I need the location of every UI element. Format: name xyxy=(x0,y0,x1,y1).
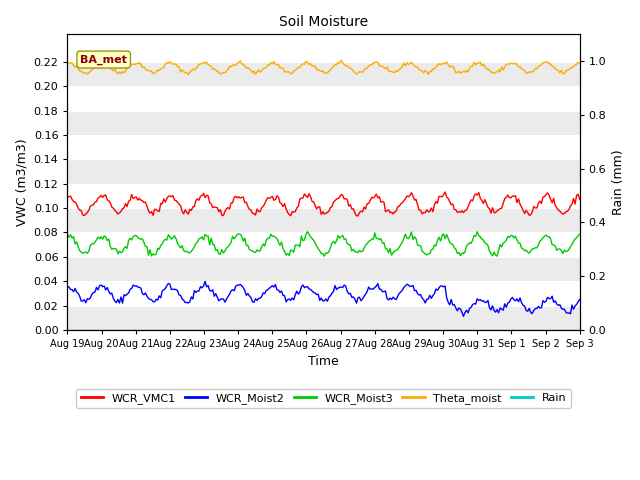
Title: Soil Moisture: Soil Moisture xyxy=(279,15,368,29)
Bar xyxy=(67,281,580,306)
Bar xyxy=(67,306,580,330)
Bar xyxy=(67,257,580,281)
Text: BA_met: BA_met xyxy=(80,54,127,65)
Bar xyxy=(67,110,580,135)
Bar xyxy=(67,208,580,232)
Y-axis label: VWC (m3/m3): VWC (m3/m3) xyxy=(15,138,28,226)
Bar xyxy=(67,232,580,257)
Bar xyxy=(67,159,580,184)
Legend: WCR_VMC1, WCR_Moist2, WCR_Moist3, Theta_moist, Rain: WCR_VMC1, WCR_Moist2, WCR_Moist3, Theta_… xyxy=(76,389,571,408)
Bar xyxy=(67,35,580,62)
X-axis label: Time: Time xyxy=(308,355,339,368)
Y-axis label: Rain (mm): Rain (mm) xyxy=(612,149,625,215)
Bar xyxy=(67,184,580,208)
Bar xyxy=(67,135,580,159)
Bar xyxy=(67,62,580,86)
Bar xyxy=(67,86,580,110)
